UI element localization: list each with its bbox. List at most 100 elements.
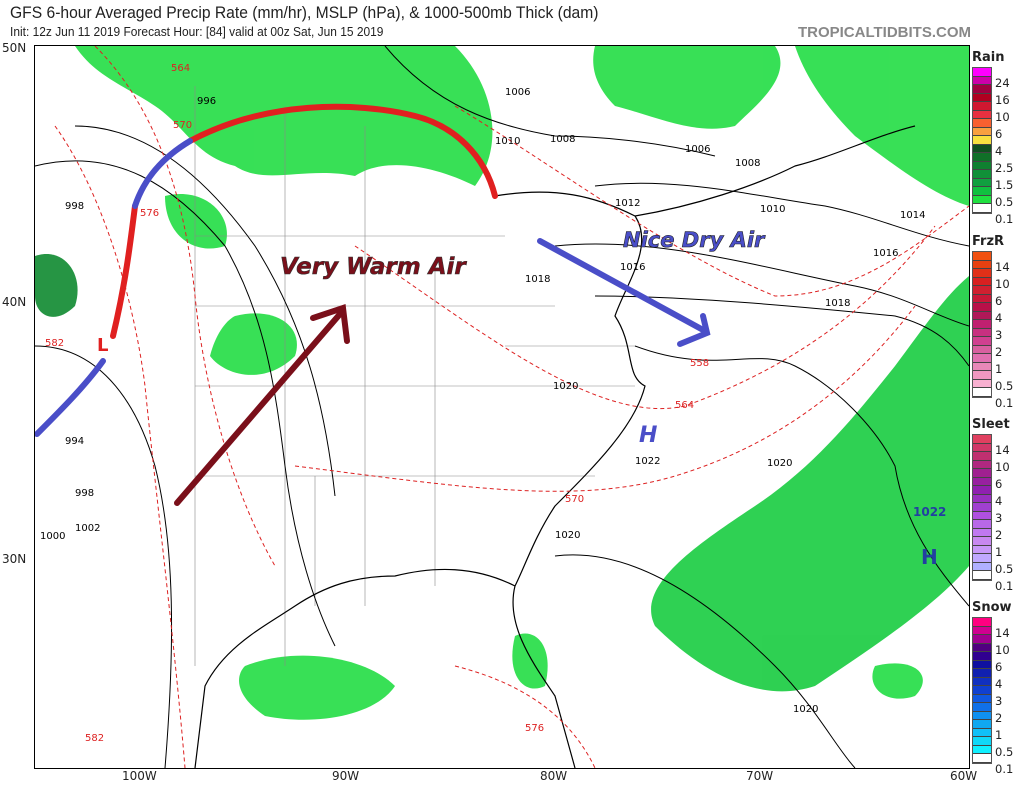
legend-label: 6 (995, 127, 1003, 141)
isobar-label: 1012 (615, 198, 640, 209)
lon-label: 60W (950, 769, 978, 783)
legend-swatch (973, 660, 991, 669)
isobar-label: 1006 (685, 144, 710, 155)
legend-label: 2.5 (995, 161, 1014, 175)
legend-colorbar (972, 434, 992, 581)
legend-label: 10 (995, 110, 1010, 124)
legend-label: 0.1 (995, 396, 1014, 410)
legend-label: 10 (995, 460, 1010, 474)
legend-label: 0.5 (995, 562, 1014, 576)
legend-label: 2 (995, 345, 1003, 359)
legend-swatch (973, 652, 991, 661)
lon-label: 100W (122, 769, 157, 783)
legend-label: 3 (995, 511, 1003, 525)
legend-swatch (973, 354, 991, 363)
legend-swatch (973, 745, 991, 754)
isobar-label: 1020 (767, 458, 792, 469)
legend-label: 1 (995, 728, 1003, 742)
high-pressure-value: 1022 (913, 505, 946, 519)
legend-swatch (973, 204, 991, 213)
legend-swatch (973, 720, 991, 729)
legend-swatch (973, 362, 991, 371)
lon-label: 90W (332, 769, 360, 783)
legend-label: 0.1 (995, 212, 1014, 226)
legend-swatch (973, 102, 991, 111)
isobar-label: 1008 (735, 158, 760, 169)
legend-label: 14 (995, 443, 1010, 457)
legend-swatch (973, 252, 991, 261)
legend-swatch (973, 269, 991, 278)
legend-label: 24 (995, 76, 1010, 90)
legend-swatch (973, 677, 991, 686)
legend-swatch (973, 618, 991, 627)
lat-label: 30N (2, 552, 27, 566)
legend-label: 14 (995, 626, 1010, 640)
dry-air-arrow (537, 238, 711, 347)
legend-label: 10 (995, 643, 1010, 657)
legend-label: 6 (995, 294, 1003, 308)
legend-colorbar (972, 617, 992, 764)
isobar-label: 1020 (793, 704, 818, 715)
lon-label: 80W (540, 769, 568, 783)
legend-label: 4 (995, 677, 1003, 691)
legend-swatch (973, 511, 991, 520)
legend-swatch (973, 528, 991, 537)
legend-swatch (973, 643, 991, 652)
legend-swatch (973, 669, 991, 678)
isobar-label: 998 (75, 488, 94, 499)
legend-rain: Rain 24 16 10 6 4 2.5 1.5 0.5 0.1 (972, 50, 1024, 226)
dry-air-label: Nice Dry Air (623, 228, 766, 252)
legend-label: 3 (995, 694, 1003, 708)
legend-swatch (973, 328, 991, 337)
legend-label: 6 (995, 660, 1003, 674)
isobar-label: 998 (65, 201, 84, 212)
thickness-label: 582 (45, 338, 64, 349)
legend-label: 2 (995, 711, 1003, 725)
legend-swatch (973, 93, 991, 102)
legend-swatch (973, 537, 991, 546)
isobar-label: 1010 (495, 136, 520, 147)
legend-label: 14 (995, 260, 1010, 274)
isobar-label: 1000 (40, 531, 65, 542)
legend-swatch (973, 728, 991, 737)
legend-frzr: FrzR 14 10 6 4 3 2 1 0.5 0.1 (972, 234, 1024, 410)
legend-swatch (973, 136, 991, 145)
isobar-label: 1006 (505, 87, 530, 98)
legend-colorbar (972, 251, 992, 398)
isobar-label: 1018 (525, 274, 550, 285)
high-pressure-label: H (639, 423, 657, 448)
isobar-label: 1022 (635, 456, 660, 467)
legend-swatch (973, 469, 991, 478)
legend-label: 4 (995, 144, 1003, 158)
legend-swatch (973, 294, 991, 303)
legend-swatch (973, 277, 991, 286)
legend-swatch (973, 286, 991, 295)
thickness-label: 576 (140, 208, 159, 219)
isobar-label: 1016 (873, 248, 898, 259)
legend-swatch (973, 477, 991, 486)
legend-snow: Snow 14 10 6 4 3 2 1 0.5 0.1 (972, 600, 1024, 776)
legend-colorbar (972, 67, 992, 214)
low-pressure-label: L (97, 335, 108, 356)
legend-label: 0.1 (995, 762, 1014, 776)
legend-swatch (973, 486, 991, 495)
legend-swatch (973, 260, 991, 269)
legend-swatch (973, 170, 991, 179)
legend-swatch (973, 626, 991, 635)
legend-swatch (973, 435, 991, 444)
thickness-lines (54, 46, 969, 768)
legend-swatch (973, 554, 991, 563)
legend-swatch (973, 68, 991, 77)
thickness-label: 564 (171, 63, 190, 74)
legend-label: 1.5 (995, 178, 1014, 192)
legend-swatch (973, 320, 991, 329)
state-borders (194, 86, 635, 666)
weather-map: 1006 1010 1008 1006 1008 1012 1010 1014 1016 1016… (34, 45, 970, 769)
legend-swatch (973, 144, 991, 153)
legend-swatch (973, 110, 991, 119)
legend-swatch (973, 545, 991, 554)
thickness-label: 558 (690, 358, 709, 369)
legend-label: 10 (995, 277, 1010, 291)
legend-swatch (973, 311, 991, 320)
legend-swatch (973, 153, 991, 162)
